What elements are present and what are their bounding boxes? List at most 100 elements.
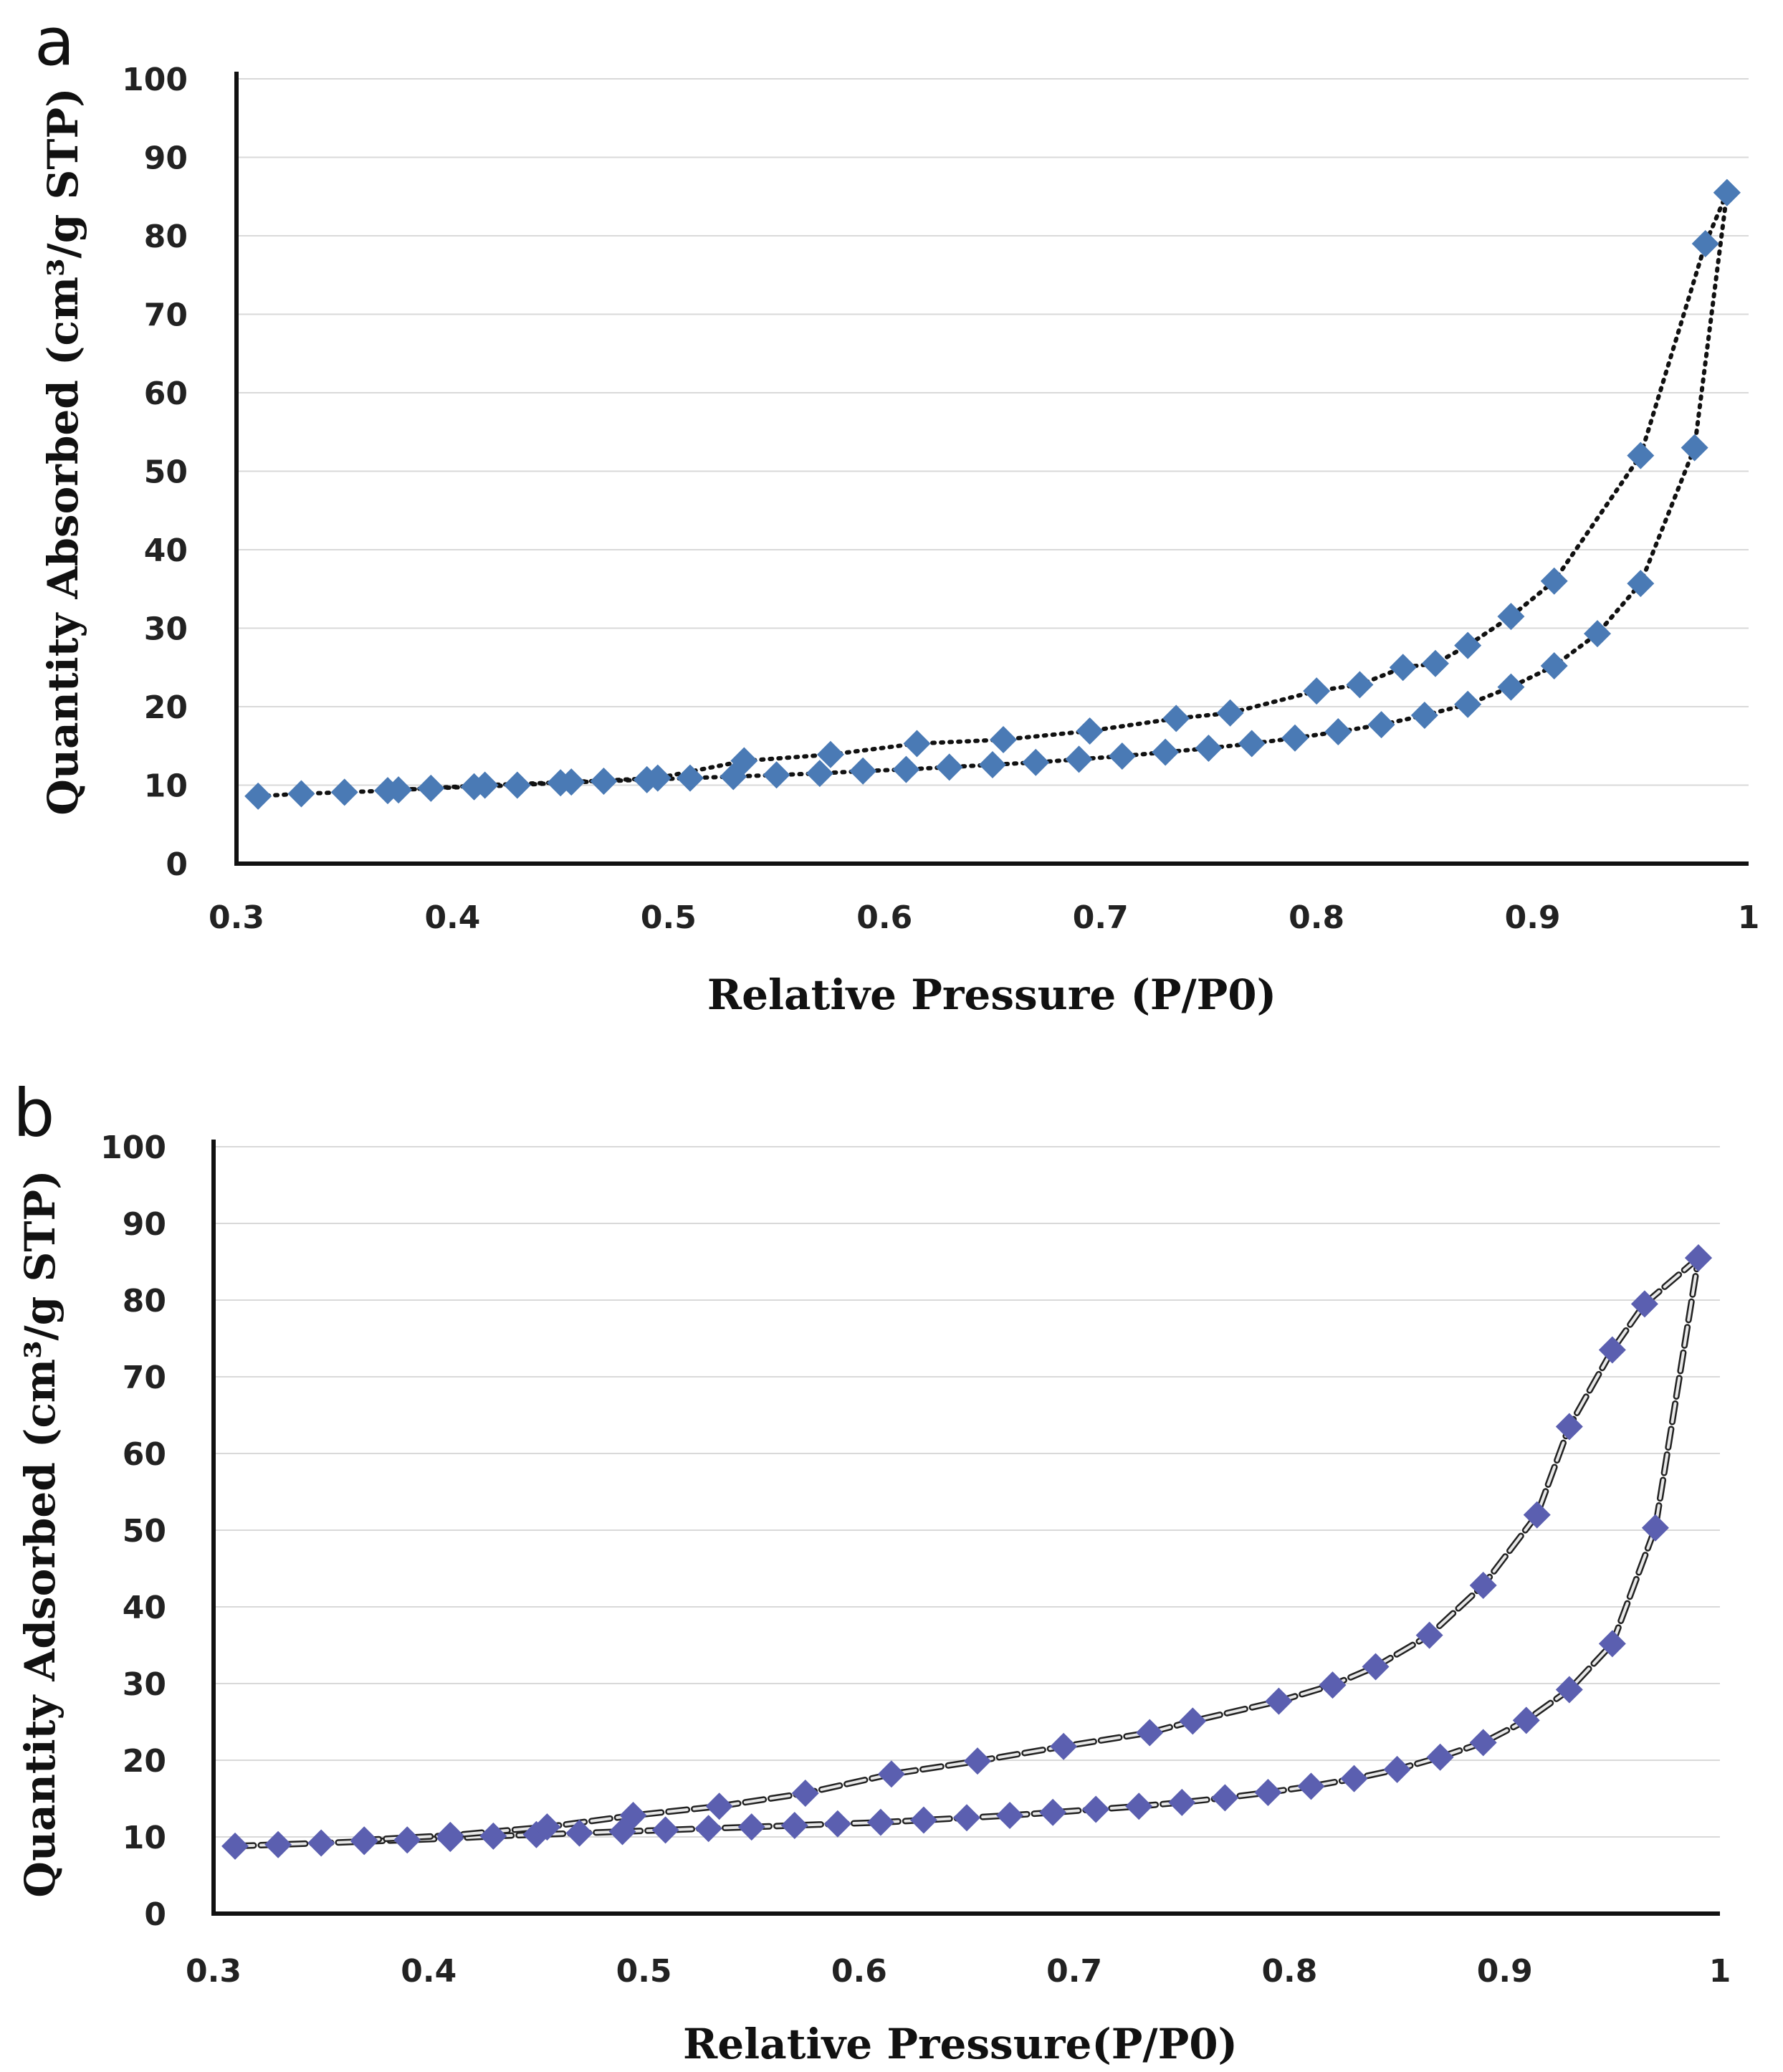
panel-label-a: a xyxy=(34,4,75,80)
adsorption-point-a xyxy=(1022,748,1050,776)
adsorption-point-b xyxy=(1426,1743,1454,1771)
x-tick-label: 0.9 xyxy=(1477,1953,1533,1990)
y-tick-label: 80 xyxy=(144,219,188,255)
x-tick-label: 0.3 xyxy=(209,899,264,936)
desorption-point-a xyxy=(990,725,1018,753)
adsorption-point-b xyxy=(866,1808,894,1836)
y-tick-label: 50 xyxy=(144,454,188,491)
x-tick-label: 0.7 xyxy=(1073,899,1129,936)
adsorption-point-b xyxy=(1125,1792,1153,1820)
adsorption-point-a xyxy=(1681,434,1708,462)
x-tick-label: 0.7 xyxy=(1046,1953,1102,1990)
x-tick-labels-a: 0.3 0.4 0.5 0.6 0.7 0.8 0.9 1 xyxy=(209,899,1759,936)
adsorption-point-a xyxy=(1281,724,1309,752)
desorption-point-a xyxy=(1713,178,1741,206)
desorption-point-b xyxy=(1684,1244,1712,1272)
y-tick-label: 90 xyxy=(144,140,188,177)
y-tick-label: 40 xyxy=(123,1590,166,1626)
y-tick-label: 50 xyxy=(123,1513,166,1550)
adsorption-point-a xyxy=(1152,738,1180,766)
x-axis-title-a: Relative Pressure (P/P0) xyxy=(707,970,1276,1019)
adsorption-point-a xyxy=(244,782,272,810)
y-tick-label: 70 xyxy=(144,297,188,334)
desorption-point-a xyxy=(1421,649,1449,677)
desorption-point-a xyxy=(903,730,931,758)
desorption-point-b xyxy=(533,1813,561,1841)
desorption-point-b xyxy=(619,1802,647,1830)
x-axis-title-b: Relative Pressure(P/P0) xyxy=(683,2020,1238,2068)
adsorption-point-b xyxy=(393,1826,421,1854)
x-tick-label: 0.5 xyxy=(641,899,697,936)
adsorption-point-b xyxy=(307,1829,335,1857)
adsorption-point-b xyxy=(221,1832,249,1860)
desorption-point-a xyxy=(1076,717,1104,745)
adsorption-point-b xyxy=(1082,1795,1110,1823)
desorption-point-b xyxy=(1555,1413,1583,1441)
desorption-point-b xyxy=(1136,1719,1164,1747)
adsorption-point-b xyxy=(953,1804,980,1832)
y-tick-label: 30 xyxy=(144,611,188,648)
y-tick-label: 30 xyxy=(123,1666,166,1703)
desorption-point-a xyxy=(1540,567,1568,595)
adsorption-point-a xyxy=(849,757,877,785)
desorption-point-b xyxy=(1362,1653,1390,1681)
desorption-point-a xyxy=(730,747,758,775)
adsorption-point-a xyxy=(1410,702,1438,730)
chart-panel-a: a 0 10 20 30 40 50 60 70 80 90 100 0.3 0.4 0.5 0.6 0.7… xyxy=(34,4,1759,1019)
adsorption-point-b xyxy=(1469,1729,1497,1757)
adsorption-point-b xyxy=(1211,1784,1239,1812)
adsorption-point-a xyxy=(1454,690,1482,718)
y-tick-label: 60 xyxy=(144,376,188,412)
desorption-point-b xyxy=(436,1821,464,1849)
x-tick-label: 0.3 xyxy=(186,1953,242,1990)
desorption-point-b xyxy=(1319,1671,1347,1699)
adsorption-point-a xyxy=(935,753,963,781)
panel-label-b: b xyxy=(13,1075,54,1152)
desorption-point-a xyxy=(558,768,585,796)
y-tick-labels-a: 0 10 20 30 40 50 60 70 80 90 100 xyxy=(122,62,188,883)
y-tick-label: 100 xyxy=(122,62,188,98)
adsorption-point-b xyxy=(1383,1755,1411,1783)
y-axis-title-b: Quantity Adsorbed (cm³/g STP) xyxy=(16,1170,64,1897)
desorption-point-a xyxy=(1497,603,1525,631)
desorption-point-b xyxy=(350,1826,378,1854)
adsorption-point-a xyxy=(1065,745,1093,773)
adsorption-line-b xyxy=(234,1256,1700,1848)
desorption-point-a xyxy=(1627,441,1655,469)
adsorption-point-b xyxy=(737,1813,765,1841)
desorption-point-a xyxy=(1216,699,1244,727)
desorption-point-a xyxy=(385,776,413,804)
desorption-point-a xyxy=(1162,705,1190,732)
series-markers-a xyxy=(244,178,1741,810)
gridlines-a xyxy=(236,78,1749,786)
adsorption-point-b xyxy=(479,1822,507,1850)
y-tick-label: 0 xyxy=(144,1896,166,1933)
adsorption-point-b xyxy=(1254,1778,1282,1806)
desorption-point-a xyxy=(816,740,844,768)
x-tick-label: 0.8 xyxy=(1261,1953,1317,1990)
adsorption-point-a xyxy=(1367,711,1395,739)
adsorption-point-a xyxy=(590,768,618,796)
desorption-point-b xyxy=(1050,1732,1078,1760)
x-tick-label: 0.9 xyxy=(1505,899,1561,936)
desorption-point-b xyxy=(964,1747,992,1775)
adsorption-point-b xyxy=(651,1816,679,1844)
adsorption-point-b xyxy=(1641,1514,1669,1542)
y-tick-label: 80 xyxy=(123,1283,166,1319)
y-tick-label: 60 xyxy=(123,1436,166,1473)
x-tick-label: 0.8 xyxy=(1289,899,1344,936)
adsorption-point-b xyxy=(694,1815,722,1843)
desorption-point-b xyxy=(1179,1707,1207,1735)
adsorption-point-a xyxy=(1195,735,1223,763)
adsorption-point-a xyxy=(330,778,358,806)
y-tick-labels-b: 0 10 20 30 40 50 60 70 80 90 100 xyxy=(100,1130,166,1933)
adsorption-point-a xyxy=(806,760,833,788)
adsorption-point-a xyxy=(1108,742,1136,770)
adsorption-point-a xyxy=(1540,652,1568,680)
y-tick-label: 70 xyxy=(123,1360,166,1396)
adsorption-point-b xyxy=(1555,1676,1583,1704)
adsorption-point-b xyxy=(565,1819,593,1847)
desorption-point-b xyxy=(791,1780,819,1808)
y-tick-label: 100 xyxy=(100,1130,166,1166)
